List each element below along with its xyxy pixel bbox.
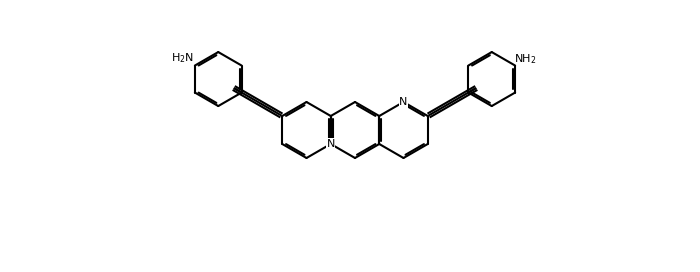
Text: N: N [399, 97, 407, 107]
Text: N: N [327, 139, 335, 149]
Text: H$_2$N: H$_2$N [172, 52, 194, 66]
Text: NH$_2$: NH$_2$ [514, 53, 537, 66]
